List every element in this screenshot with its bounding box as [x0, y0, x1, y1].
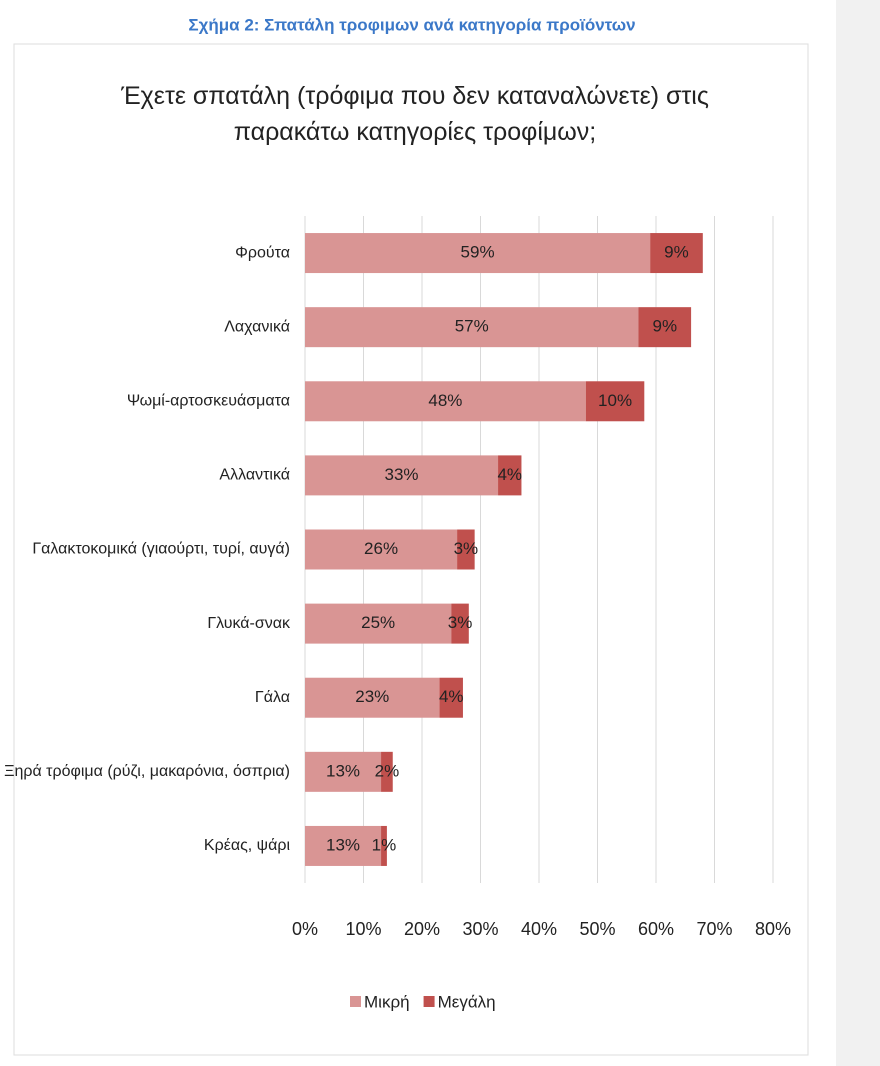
y-tick-label: Αλλαντικά — [219, 467, 290, 484]
y-tick-label: Κρέας, ψάρι — [204, 837, 291, 854]
bar-segment — [305, 529, 458, 570]
data-label: 23% — [355, 687, 389, 706]
data-label: 13% — [326, 835, 360, 854]
y-tick-label: Γαλακτοκομικά (γιαούρτι, τυρί, αυγά) — [32, 541, 290, 558]
data-label: 59% — [461, 243, 495, 262]
bar-segment — [305, 751, 382, 792]
x-tick-label: 70% — [696, 919, 732, 939]
legend-label: Μικρή — [364, 992, 410, 1011]
bar-segment — [585, 381, 645, 422]
chart-title: Έχετε σπατάλη (τρόφιμα που δεν καταναλών… — [121, 82, 709, 146]
data-label: 26% — [364, 539, 398, 558]
data-label: 25% — [361, 613, 395, 632]
data-label: 57% — [455, 317, 489, 336]
x-tick-label: 30% — [462, 919, 498, 939]
y-tick-label: Φρούτα — [235, 244, 290, 261]
data-label: 9% — [652, 317, 677, 336]
bar-segment — [305, 233, 651, 274]
bar-segment — [381, 825, 387, 866]
bar-segment — [305, 455, 499, 496]
bar-segment — [305, 307, 639, 348]
y-tick-label: Ξηρά τρόφιμα (ρύζι, μακαρόνια, όσπρια) — [4, 763, 290, 780]
bar-segment — [650, 233, 703, 274]
bar-segment — [381, 751, 393, 792]
data-label: 1% — [372, 835, 397, 854]
y-tick-label: Λαχανικά — [224, 318, 290, 335]
data-label: 3% — [448, 613, 473, 632]
y-tick-label: Γλυκά-σνακ — [207, 615, 291, 632]
bar-segment — [305, 381, 586, 422]
data-label: 13% — [326, 761, 360, 780]
data-label: 4% — [497, 465, 522, 484]
x-tick-label: 10% — [345, 919, 381, 939]
x-tick-label: 0% — [292, 919, 318, 939]
x-tick-label: 80% — [755, 919, 791, 939]
bar-segment — [305, 825, 382, 866]
x-tick-label: 40% — [521, 919, 557, 939]
bar-segment — [305, 603, 452, 644]
data-label: 9% — [664, 243, 689, 262]
data-label: 3% — [454, 539, 479, 558]
x-tick-label: 20% — [404, 919, 440, 939]
data-label: 48% — [428, 391, 462, 410]
x-tick-label: 50% — [579, 919, 615, 939]
legend-label: Μεγάλη — [438, 992, 496, 1011]
bar-segment — [439, 677, 463, 718]
bar-segment — [498, 455, 522, 496]
x-tick-label: 60% — [638, 919, 674, 939]
side-panel — [836, 0, 880, 1066]
bar-segment — [451, 603, 469, 644]
bar-segment — [638, 307, 692, 348]
bar-segment — [305, 677, 440, 718]
figure-caption: Σχήμα 2: Σπατάλη τροφιμων ανά κατηγορία … — [188, 15, 635, 34]
y-tick-label: Ψωμί-αρτοσκευάσματα — [127, 392, 290, 409]
data-label: 10% — [598, 391, 632, 410]
data-label: 2% — [375, 761, 400, 780]
legend-swatch — [423, 996, 435, 1007]
legend-swatch — [350, 996, 361, 1007]
bar-segment — [457, 529, 475, 570]
y-tick-label: Γάλα — [255, 689, 290, 706]
data-label: 33% — [385, 465, 419, 484]
data-label: 4% — [439, 687, 464, 706]
